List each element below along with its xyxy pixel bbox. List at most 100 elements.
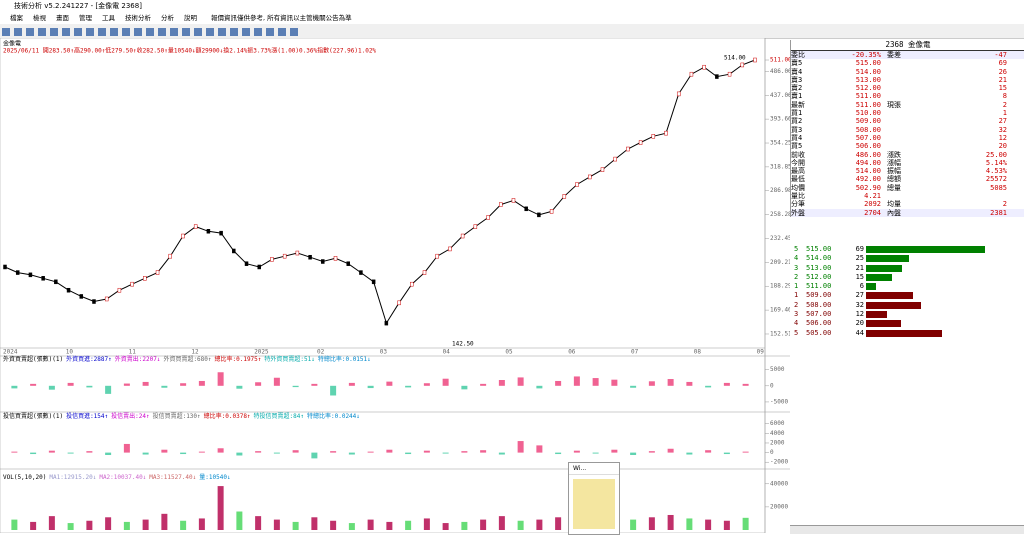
indicator-bar (386, 381, 393, 386)
depth-price: 508.00 (806, 300, 832, 309)
depth-qty: 27 (855, 291, 864, 300)
candle (562, 194, 567, 199)
quote-cell: 5085 (990, 183, 1007, 192)
quote-cell: 25572 (985, 175, 1007, 184)
quote-row: 外盤 2704 內盤 2381 (791, 208, 1024, 217)
high-label: 514.00 (724, 55, 746, 62)
y-tick-label: -5000 (770, 398, 788, 405)
candle (92, 299, 96, 304)
y-tick-label: 20000 (770, 503, 788, 510)
indicator-bar (573, 376, 580, 386)
candle (638, 140, 643, 145)
indicator-bar (30, 452, 37, 455)
depth-qty: 32 (855, 300, 864, 309)
quote-cell: 4.53% (985, 167, 1007, 176)
quote-cell: 買2 (791, 117, 803, 126)
quote-cell: 508.00 (855, 125, 881, 134)
candle (727, 71, 732, 77)
quote-cell: 最新 (791, 100, 805, 109)
quote-cell: 2092 (864, 200, 881, 209)
depth-price: 507.00 (806, 310, 832, 319)
quote-cell: 均量 (887, 200, 901, 209)
candle (524, 206, 528, 212)
depth-price: 514.00 (806, 254, 832, 263)
quote-cell: 今開 (791, 158, 805, 167)
depth-bar (866, 283, 877, 291)
quote-cell: 514.00 (855, 167, 881, 176)
header-item: 投信買賣超:130↑ (153, 412, 201, 420)
price-line (4, 59, 756, 325)
candle (66, 287, 71, 293)
indicator-bar (198, 518, 205, 530)
quote-row: 買4 507.00 12 (791, 134, 1024, 142)
depth-qty: 69 (855, 245, 864, 253)
quote-cell: 21 (998, 75, 1007, 84)
depth-level: 3 (794, 310, 799, 319)
quote-cell-empty (881, 84, 917, 92)
depth-price: 511.00 (806, 282, 832, 291)
notice: 報價資訊僅供參考, 所有資訊以主管機關公告為準 (211, 14, 352, 22)
ohlc-summary: 2025/06/11 開283.50↑高290.00↑低279.50↑收282.… (3, 47, 376, 55)
indicator-bar (517, 441, 524, 453)
indicator-bar (348, 382, 355, 386)
indicator-bar (573, 450, 580, 453)
menu-item[interactable]: 管理 (79, 14, 92, 22)
indicator-bar (11, 451, 18, 453)
indicator-bar (311, 517, 318, 530)
indicator-bar (705, 385, 712, 388)
candle (715, 74, 719, 79)
indicator-bar (723, 452, 730, 455)
depth-row: 5 505.00 44 (790, 329, 1024, 338)
menu-item[interactable]: 畫面 (56, 14, 69, 22)
candle (753, 57, 757, 63)
quote-cell-empty (881, 126, 917, 134)
depth-level: 2 (794, 272, 799, 281)
indicator-bar (461, 385, 468, 390)
indicator-bar (480, 450, 487, 453)
indicator-bar (273, 377, 280, 386)
depth-bar (866, 273, 892, 281)
menu-item[interactable]: 工具 (102, 14, 115, 22)
indicator-bar (367, 519, 374, 530)
menu-item[interactable]: 說明 (184, 14, 197, 22)
menu-item[interactable]: 分析 (161, 14, 174, 22)
indicator-bar (630, 385, 637, 388)
depth-level: 2 (794, 300, 799, 309)
indicator-bar (161, 449, 168, 453)
indicator-bar (723, 382, 730, 386)
menu-item[interactable]: 檢視 (33, 14, 46, 22)
quote-cell-empty (881, 59, 917, 67)
depth-level: 5 (794, 245, 799, 253)
indicator-bar (86, 451, 93, 453)
depth-level: 4 (794, 319, 799, 328)
candle (117, 287, 122, 293)
depth-price: 506.00 (806, 319, 832, 328)
quote-cell: 振幅 (887, 167, 901, 176)
quote-cell: 15 (998, 84, 1007, 93)
indicator-bar (742, 383, 749, 386)
quote-cell: 4.21 (864, 192, 881, 201)
menu-item[interactable]: 技術分析 (125, 14, 151, 22)
x-tick-label: 05 (505, 349, 513, 356)
quote-cell: 分筆 (791, 200, 805, 209)
y-tick-label: 486.00 (770, 68, 790, 75)
indicator-bar (255, 451, 262, 453)
candle (346, 261, 350, 266)
header-item: 特總比率:0.0244↓ (307, 412, 360, 420)
x-tick-label: 08 (694, 349, 702, 356)
depth-bar (866, 292, 913, 300)
y-tick-label: 437.06 (770, 92, 790, 99)
depth-bar (866, 264, 903, 272)
popup-window[interactable]: Wi... (568, 462, 620, 535)
y-tick-label: 4000 (770, 430, 785, 437)
quote-cell: 492.00 (855, 175, 881, 184)
indicator-bar (480, 519, 487, 530)
indicator-bar (11, 385, 18, 389)
header-item: 特投信買賣超:84↑ (254, 412, 304, 420)
depth-row: 3 513.00 21 (790, 264, 1024, 273)
x-tick-label: 2024 (3, 349, 18, 356)
menu-item[interactable]: 檔案 (10, 14, 23, 22)
indicator-bar (686, 381, 693, 386)
indicator-bar (236, 452, 243, 456)
tab-bar (790, 525, 1024, 534)
